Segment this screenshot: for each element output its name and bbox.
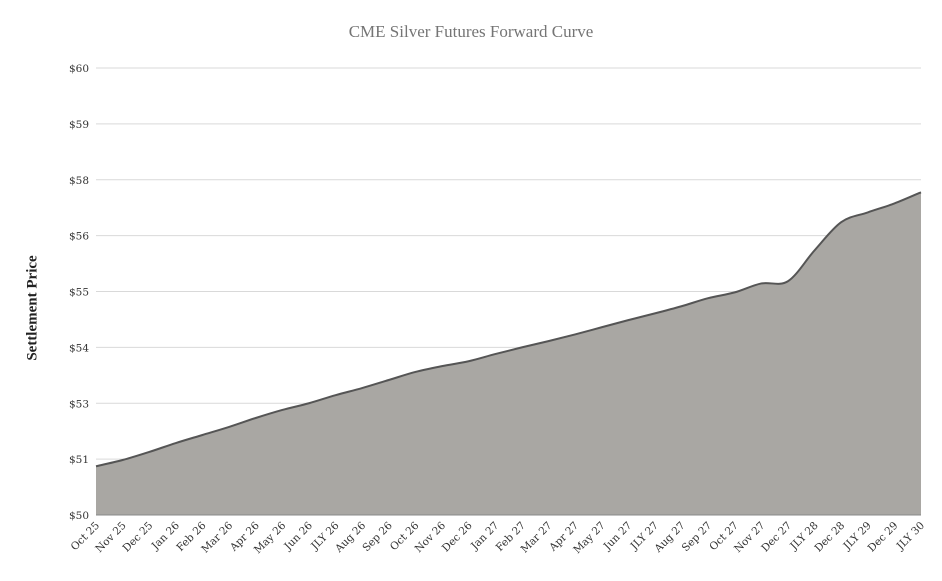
- x-tick-label: Sep 26: [360, 519, 395, 554]
- x-tick-label: Jun 26: [281, 519, 315, 553]
- x-tick-label: Dec 26: [440, 519, 475, 554]
- y-tick-label: $56: [69, 231, 89, 243]
- x-tick-label: Dec 25: [121, 520, 156, 555]
- x-tick-label: JLY 30: [894, 520, 927, 553]
- y-tick-label: $53: [69, 398, 89, 410]
- y-axis-ticks: $50 $51 $53 $54 $55 $56 $58 $59 $60: [69, 63, 89, 522]
- y-tick-label: $60: [69, 63, 89, 75]
- y-tick-label: $54: [69, 342, 89, 354]
- y-tick-label: $58: [69, 175, 89, 187]
- x-tick-label: Sep 27: [680, 520, 715, 555]
- x-tick-label: Jun 27: [601, 520, 635, 554]
- x-tick-label: Dec 28: [812, 520, 847, 555]
- y-tick-label: $55: [69, 287, 89, 299]
- series-line: [95, 191, 922, 468]
- area-fill: [96, 192, 921, 516]
- y-tick-label: $50: [69, 510, 89, 522]
- chart-title: CME Silver Futures Forward Curve: [348, 22, 594, 41]
- y-tick-label: $59: [69, 119, 89, 131]
- y-tick-label: $51: [69, 454, 89, 466]
- x-tick-label: Dec 29: [866, 520, 901, 555]
- x-tick-label: Dec 27: [759, 520, 794, 555]
